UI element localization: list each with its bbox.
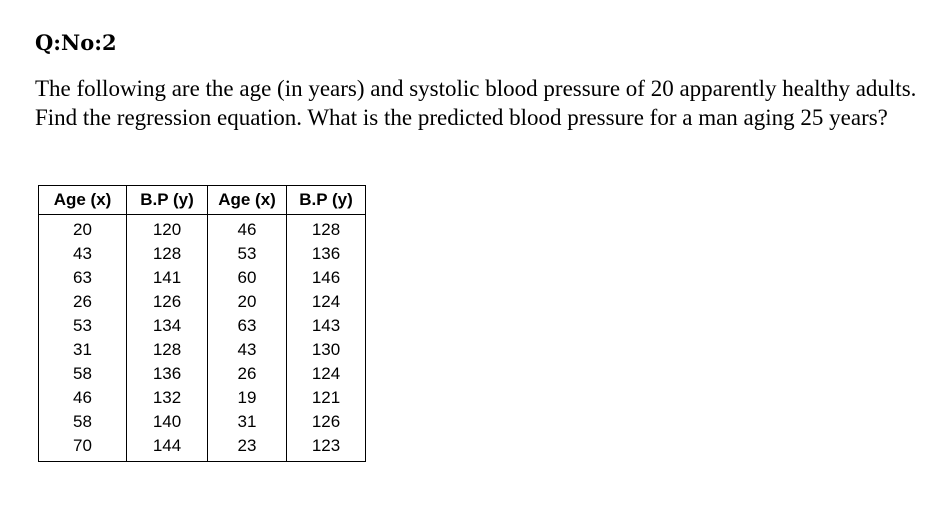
bp-y-cell: 134 bbox=[126, 314, 208, 338]
header-bp-2: B.P (y) bbox=[286, 185, 366, 215]
age-x-cell: 63 bbox=[38, 266, 127, 290]
table-body: 20 120 46 128 43 128 53 136 63 141 60 146 26 126 20 124… bbox=[38, 214, 366, 462]
bp-y-cell: 124 bbox=[286, 290, 366, 314]
age-x-cell: 60 bbox=[207, 266, 287, 290]
bp-y-cell: 144 bbox=[126, 434, 208, 462]
age-x-cell: 70 bbox=[38, 434, 127, 462]
table-row: 43 128 53 136 bbox=[38, 242, 366, 266]
table-row: 70 144 23 123 bbox=[38, 434, 366, 462]
table-row: 63 141 60 146 bbox=[38, 266, 366, 290]
age-x-cell: 63 bbox=[207, 314, 287, 338]
table-header-row: Age (x) B.P (y) Age (x) B.P (y) bbox=[38, 185, 366, 215]
age-x-cell: 26 bbox=[207, 362, 287, 386]
bp-y-cell: 120 bbox=[126, 214, 208, 242]
header-age-2: Age (x) bbox=[207, 185, 287, 215]
age-bp-table: Age (x) B.P (y) Age (x) B.P (y) 20 120 46 1… bbox=[38, 185, 366, 462]
age-x-cell: 31 bbox=[207, 410, 287, 434]
question-text: The following are the age (in years) and… bbox=[35, 76, 917, 130]
age-x-cell: 43 bbox=[207, 338, 287, 362]
bp-y-cell: 141 bbox=[126, 266, 208, 290]
bp-y-cell: 143 bbox=[286, 314, 366, 338]
question-number: Q:No:2 bbox=[35, 30, 117, 55]
age-x-cell: 19 bbox=[207, 386, 287, 410]
age-x-cell: 58 bbox=[38, 362, 127, 386]
header-age-1: Age (x) bbox=[38, 185, 127, 215]
data-table-container: Age (x) B.P (y) Age (x) B.P (y) 20 120 46 1… bbox=[38, 185, 366, 462]
bp-y-cell: 136 bbox=[286, 242, 366, 266]
table-row: 58 140 31 126 bbox=[38, 410, 366, 434]
table-row: 53 134 63 143 bbox=[38, 314, 366, 338]
age-x-cell: 20 bbox=[38, 214, 127, 242]
age-x-cell: 23 bbox=[207, 434, 287, 462]
age-x-cell: 46 bbox=[207, 214, 287, 242]
bp-y-cell: 132 bbox=[126, 386, 208, 410]
age-x-cell: 26 bbox=[38, 290, 127, 314]
bp-y-cell: 130 bbox=[286, 338, 366, 362]
bp-y-cell: 128 bbox=[126, 242, 208, 266]
table-row: 58 136 26 124 bbox=[38, 362, 366, 386]
bp-y-cell: 123 bbox=[286, 434, 366, 462]
bp-y-cell: 136 bbox=[126, 362, 208, 386]
table-row: 26 126 20 124 bbox=[38, 290, 366, 314]
bp-y-cell: 146 bbox=[286, 266, 366, 290]
bp-y-cell: 140 bbox=[126, 410, 208, 434]
bp-y-cell: 126 bbox=[126, 290, 208, 314]
bp-y-cell: 126 bbox=[286, 410, 366, 434]
bp-y-cell: 121 bbox=[286, 386, 366, 410]
age-x-cell: 31 bbox=[38, 338, 127, 362]
bp-y-cell: 128 bbox=[126, 338, 208, 362]
age-x-cell: 58 bbox=[38, 410, 127, 434]
age-x-cell: 43 bbox=[38, 242, 127, 266]
bp-y-cell: 128 bbox=[286, 214, 366, 242]
age-x-cell: 53 bbox=[38, 314, 127, 338]
age-x-cell: 20 bbox=[207, 290, 287, 314]
table-row: 31 128 43 130 bbox=[38, 338, 366, 362]
bp-y-cell: 124 bbox=[286, 362, 366, 386]
header-bp-1: B.P (y) bbox=[126, 185, 208, 215]
age-x-cell: 53 bbox=[207, 242, 287, 266]
table-row: 46 132 19 121 bbox=[38, 386, 366, 410]
table-row: 20 120 46 128 bbox=[38, 214, 366, 242]
age-x-cell: 46 bbox=[38, 386, 127, 410]
